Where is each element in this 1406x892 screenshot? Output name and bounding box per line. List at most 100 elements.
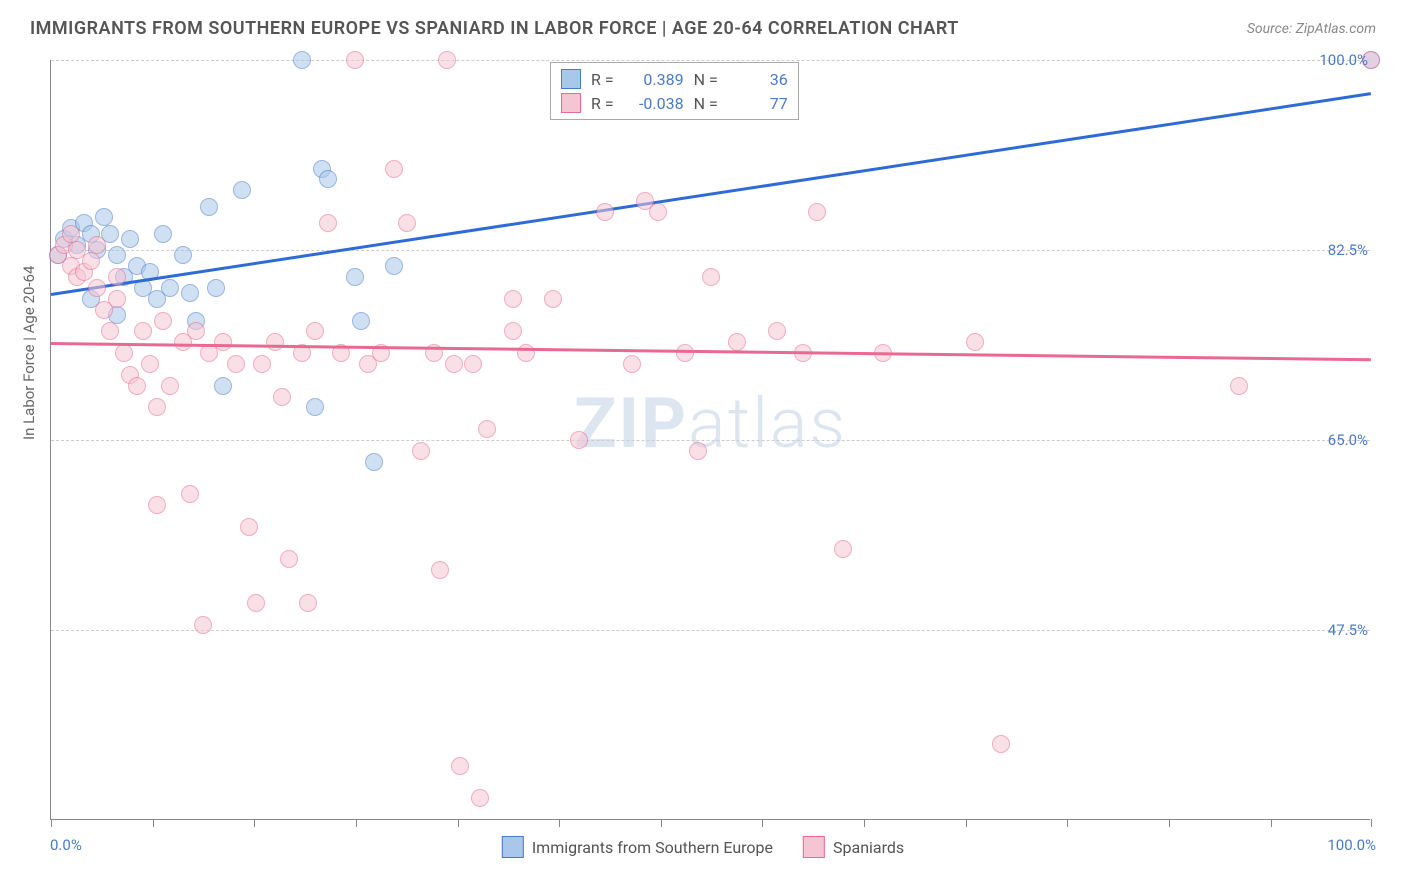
scatter-point <box>233 181 251 199</box>
stat-n-value-2: 77 <box>728 94 788 113</box>
stat-r-label: R = <box>591 70 614 89</box>
chart-header: IMMIGRANTS FROM SOUTHERN EUROPE VS SPANI… <box>0 0 1406 51</box>
scatter-point <box>306 398 324 416</box>
scatter-point <box>187 322 205 340</box>
x-tick-max: 100.0% <box>1327 836 1376 854</box>
scatter-point <box>385 257 403 275</box>
source-prefix: Source: <box>1247 21 1296 37</box>
scatter-point <box>808 203 826 221</box>
scatter-point <box>352 312 370 330</box>
source-attribution: Source: ZipAtlas.com <box>1247 21 1376 37</box>
source-name: ZipAtlas.com <box>1296 21 1376 37</box>
x-tick <box>1067 819 1068 827</box>
x-tick <box>966 819 967 827</box>
scatter-point <box>319 214 337 232</box>
scatter-point <box>464 355 482 373</box>
stats-swatch-series2 <box>561 93 581 113</box>
scatter-point <box>544 290 562 308</box>
scatter-point <box>266 333 284 351</box>
scatter-point <box>194 616 212 634</box>
scatter-point <box>174 246 192 264</box>
scatter-point <box>108 290 126 308</box>
watermark: ZIPatlas <box>574 383 847 465</box>
x-tick-min: 0.0% <box>50 836 82 854</box>
watermark-atlas: atlas <box>688 383 847 465</box>
stat-r-label2: R = <box>591 94 614 113</box>
scatter-point <box>649 203 667 221</box>
scatter-point <box>346 268 364 286</box>
legend: Immigrants from Southern Europe Spaniard… <box>502 836 904 858</box>
x-tick <box>559 819 560 827</box>
chart-title: IMMIGRANTS FROM SOUTHERN EUROPE VS SPANI… <box>30 18 959 39</box>
scatter-point <box>768 322 786 340</box>
x-tick <box>458 819 459 827</box>
scatter-point <box>385 160 403 178</box>
stat-n-value-1: 36 <box>728 70 788 89</box>
scatter-point <box>181 284 199 302</box>
scatter-point <box>88 236 106 254</box>
stats-swatch-series1 <box>561 69 581 89</box>
scatter-point <box>214 377 232 395</box>
scatter-point <box>101 322 119 340</box>
stat-r-value-1: 0.389 <box>624 70 684 89</box>
x-tick <box>1371 819 1372 827</box>
watermark-zip: ZIP <box>574 383 688 465</box>
scatter-point <box>273 388 291 406</box>
scatter-chart: ZIPatlas <box>50 60 1370 820</box>
scatter-point <box>992 735 1010 753</box>
scatter-point <box>346 51 364 69</box>
x-tick <box>762 819 763 827</box>
scatter-point <box>247 594 265 612</box>
scatter-point <box>148 398 166 416</box>
scatter-point <box>702 268 720 286</box>
legend-label-series1: Immigrants from Southern Europe <box>532 838 773 857</box>
correlation-stats-box: R = 0.389 N = 36 R = -0.038 N = 77 <box>550 62 799 120</box>
scatter-point <box>299 594 317 612</box>
legend-swatch-series2 <box>803 836 825 858</box>
scatter-point <box>154 225 172 243</box>
x-tick <box>153 819 154 827</box>
scatter-point <box>504 322 522 340</box>
scatter-point <box>115 344 133 362</box>
scatter-point <box>82 252 100 270</box>
scatter-point <box>570 431 588 449</box>
stat-n-label: N = <box>694 70 718 89</box>
scatter-point <box>478 420 496 438</box>
stats-row-series2: R = -0.038 N = 77 <box>561 91 788 115</box>
stats-row-series1: R = 0.389 N = 36 <box>561 67 788 91</box>
scatter-point <box>438 51 456 69</box>
scatter-point <box>365 453 383 471</box>
scatter-point <box>161 377 179 395</box>
scatter-point <box>214 333 232 351</box>
x-tick <box>356 819 357 827</box>
scatter-point <box>88 279 106 297</box>
scatter-point <box>108 246 126 264</box>
scatter-point <box>141 355 159 373</box>
y-tick-label: 100.0% <box>1319 51 1368 69</box>
scatter-point <box>154 312 172 330</box>
stat-r-value-2: -0.038 <box>624 94 684 113</box>
scatter-point <box>504 290 522 308</box>
scatter-point <box>966 333 984 351</box>
scatter-point <box>293 51 311 69</box>
scatter-point <box>240 518 258 536</box>
gridline-h <box>51 250 1370 251</box>
scatter-point <box>207 279 225 297</box>
scatter-point <box>398 214 416 232</box>
scatter-point <box>148 496 166 514</box>
x-tick <box>661 819 662 827</box>
gridline-h <box>51 60 1370 61</box>
x-tick <box>254 819 255 827</box>
legend-item-series1: Immigrants from Southern Europe <box>502 836 773 858</box>
scatter-point <box>200 198 218 216</box>
scatter-point <box>280 550 298 568</box>
scatter-point <box>306 322 324 340</box>
x-tick <box>1169 819 1170 827</box>
scatter-point <box>431 561 449 579</box>
scatter-point <box>623 355 641 373</box>
scatter-point <box>128 377 146 395</box>
scatter-point <box>121 230 139 248</box>
gridline-h <box>51 630 1370 631</box>
scatter-point <box>108 268 126 286</box>
scatter-point <box>596 203 614 221</box>
